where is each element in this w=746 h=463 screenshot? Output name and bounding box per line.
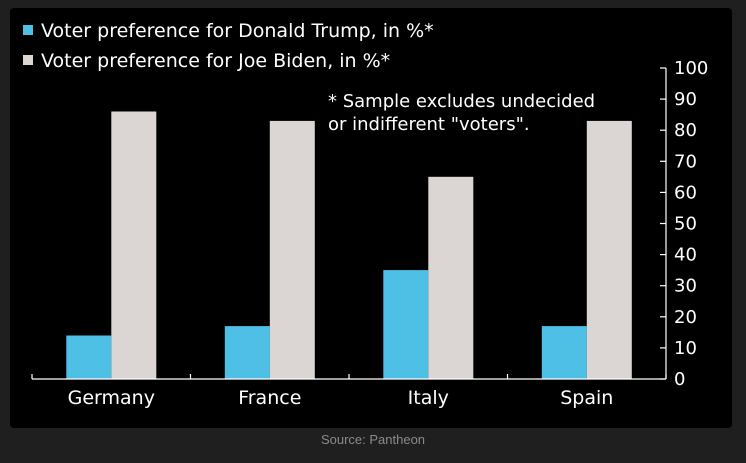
- legend-swatch-biden: [23, 55, 33, 65]
- y-tick-label: 20: [674, 307, 697, 328]
- y-tick-label: 80: [674, 120, 697, 141]
- y-tick-label: 30: [674, 276, 697, 297]
- y-tick-label: 50: [674, 214, 697, 235]
- y-tick-label: 10: [674, 338, 697, 359]
- bar-italy-biden: [428, 176, 474, 379]
- bar-chart: Voter preference for Donald Trump, in %*…: [23, 20, 708, 409]
- bar-france-trump: [224, 326, 270, 379]
- x-tick-label: Italy: [408, 387, 449, 409]
- y-tick-label: 60: [674, 182, 697, 203]
- legend: Voter preference for Donald Trump, in %*…: [23, 20, 434, 72]
- source-caption: Source: Pantheon: [320, 432, 426, 447]
- bar-spain-biden: [586, 120, 632, 380]
- annotation-note: * Sample excludes undecided or indiffere…: [328, 91, 595, 135]
- legend-label-biden: Voter preference for Joe Biden, in %*: [41, 50, 390, 72]
- y-tick-label: 90: [674, 89, 697, 110]
- y-tick-label: 100: [674, 58, 708, 79]
- annotation-line-2: or indifferent "voters".: [328, 114, 530, 135]
- y-tick-label: 0: [674, 369, 685, 390]
- legend-label-trump: Voter preference for Donald Trump, in %*: [41, 20, 434, 42]
- x-tick-label: Spain: [560, 387, 613, 409]
- bar-germany-biden: [111, 111, 157, 379]
- x-axis: Germany France Italy Spain: [31, 374, 667, 409]
- y-tick-label: 70: [674, 151, 697, 172]
- y-axis: 0 10 20 30 40 50 60 70 80 90 100: [660, 58, 708, 390]
- bar-spain-trump: [541, 326, 587, 379]
- bars: [66, 111, 632, 380]
- annotation-line-1: * Sample excludes undecided: [328, 91, 595, 112]
- x-tick-label: France: [238, 387, 301, 409]
- y-tick-label: 40: [674, 245, 697, 266]
- x-tick-label: Germany: [68, 387, 155, 409]
- bar-germany-trump: [66, 335, 112, 379]
- legend-swatch-trump: [23, 25, 33, 35]
- bar-france-biden: [269, 120, 315, 380]
- bar-italy-trump: [383, 270, 429, 379]
- chart-panel: Voter preference for Donald Trump, in %*…: [10, 8, 732, 428]
